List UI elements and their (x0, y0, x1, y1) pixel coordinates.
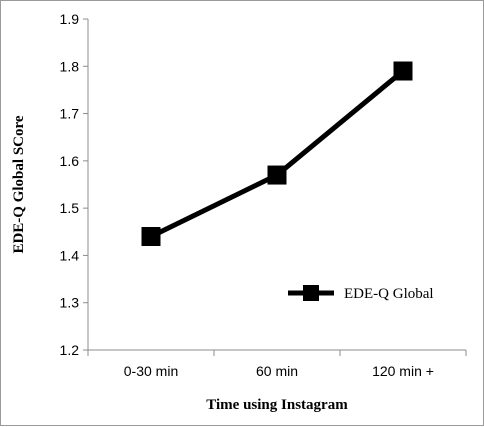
data-point-marker (393, 61, 413, 81)
y-tick-label: 1.7 (60, 106, 80, 122)
y-tick-label: 1.2 (60, 342, 80, 358)
y-tick-label: 1.5 (60, 200, 80, 216)
legend-label: EDE-Q Global (344, 286, 434, 302)
y-axis-ticks: 1.2 1.3 1.4 1.5 1.6 1.7 1.8 1.9 (60, 11, 88, 358)
x-tick-label: 0-30 min (124, 363, 178, 379)
series-group (141, 61, 413, 247)
series-line (149, 69, 405, 239)
y-tick-label: 1.4 (60, 247, 80, 263)
y-tick-label: 1.8 (60, 58, 80, 74)
x-axis-ticks: 0-30 min 60 min 120 min + (87, 350, 467, 379)
y-tick-label: 1.3 (60, 295, 80, 311)
y-axis-title: EDE-Q Global SCore (11, 115, 27, 253)
x-tick-label: 60 min (256, 363, 298, 379)
y-tick-label: 1.9 (60, 11, 80, 27)
y-tick-label: 1.6 (60, 153, 80, 169)
legend: EDE-Q Global (288, 285, 434, 302)
x-axis-title: Time using Instagram (206, 397, 348, 413)
legend-marker-swatch (303, 285, 319, 301)
data-point-marker (141, 227, 161, 247)
data-point-marker (267, 165, 287, 185)
x-tick-label: 120 min + (372, 363, 434, 379)
